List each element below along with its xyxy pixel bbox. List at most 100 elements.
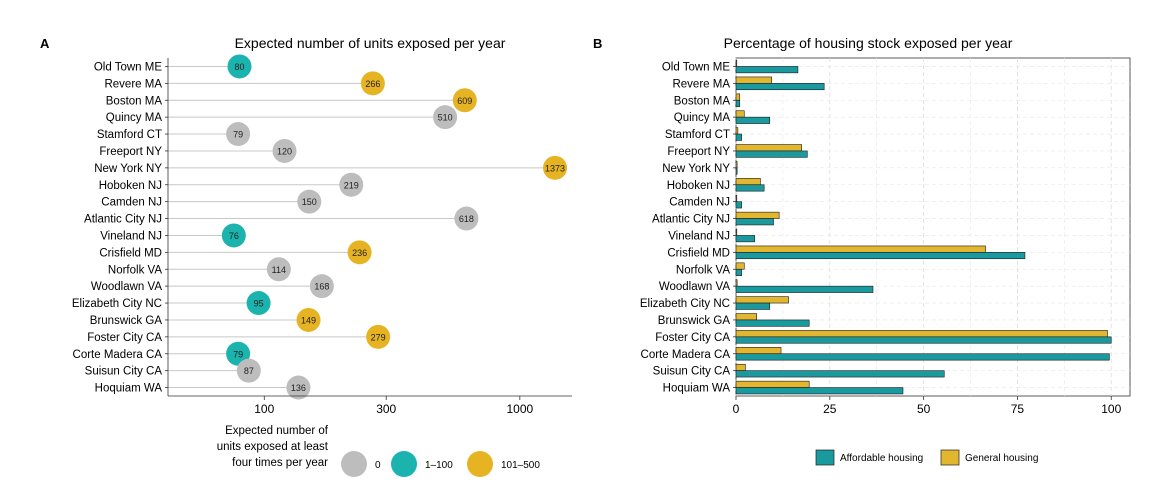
b-bar-affordable-housing-foster-city-ca xyxy=(735,336,1112,344)
b-bar-affordable-housing-stamford-ct xyxy=(735,133,742,141)
b-bar-general-housing-boston-ma xyxy=(735,93,741,101)
b-category-label-quincy-ma: Quincy MA xyxy=(674,112,731,124)
b-bar-affordable-housing-quincy-ma xyxy=(735,116,771,124)
legend-b-label-1: General housing xyxy=(965,453,1038,464)
a-x-tick-label-300: 300 xyxy=(376,402,396,416)
a-point-new-york-ny xyxy=(543,155,568,180)
b-category-label-vineland-nj: Vineland NJ xyxy=(668,230,730,242)
a-point-label-woodlawn-va: 168 xyxy=(314,282,329,292)
b-x-tick-label-100: 100 xyxy=(1101,402,1121,416)
b-category-label-crisfield-md: Crisfield MD xyxy=(667,247,730,259)
b-bar-general-housing-freeport-ny xyxy=(735,144,802,152)
a-category-label-woodlawn-va: Woodlawn VA xyxy=(91,281,162,293)
a-category-label-norfolk-va: Norfolk VA xyxy=(108,264,162,276)
a-point-camden-nj xyxy=(297,189,322,214)
b-bar-general-housing-vineland-nj xyxy=(735,228,738,236)
a-category-label-stamford-ct: Stamford CT xyxy=(97,129,162,141)
legend-a-label-1: 1–100 xyxy=(425,460,453,471)
a-point-label-revere-ma: 266 xyxy=(365,79,380,89)
a-point-label-norfolk-va: 114 xyxy=(272,265,286,275)
b-bar-affordable-housing-freeport-ny xyxy=(735,150,808,158)
a-point-foster-city-ca xyxy=(366,324,391,349)
a-category-label-quincy-ma: Quincy MA xyxy=(106,112,163,124)
b-category-label-new-york-ny: New York NY xyxy=(662,163,730,175)
a-point-hoboken-nj xyxy=(339,172,364,197)
panel-b-x-ticks: 0 25 50 75 100 xyxy=(733,396,1122,416)
a-point-suisun-city-ca xyxy=(236,358,261,383)
a-point-old-town-me xyxy=(227,54,252,79)
a-category-label-foster-city-ca: Foster City CA xyxy=(87,332,162,344)
a-category-label-atlantic-city-nj: Atlantic City NJ xyxy=(84,214,162,226)
b-bar-affordable-housing-boston-ma xyxy=(735,99,741,107)
a-point-hoquiam-wa xyxy=(286,375,311,400)
a-point-label-camden-nj: 150 xyxy=(302,197,317,207)
b-category-label-hoboken-nj: Hoboken NJ xyxy=(667,180,730,192)
a-point-label-elizabeth-city-nc: 95 xyxy=(254,299,264,309)
b-category-label-woodlawn-va: Woodlawn VA xyxy=(659,281,730,293)
b-bar-affordable-housing-vineland-nj xyxy=(735,235,756,243)
a-point-woodlawn-va xyxy=(309,274,334,299)
legend-b-swatch-0 xyxy=(815,449,835,466)
b-bar-affordable-housing-norfolk-va xyxy=(735,268,742,276)
a-point-label-foster-city-ca: 279 xyxy=(371,332,386,342)
b-bar-general-housing-foster-city-ca xyxy=(735,330,1108,338)
b-bar-general-housing-old-town-me xyxy=(735,59,738,67)
panel-a-points: 80 266 609 510 79 120 1373 219 150 618 76 236 114 168… xyxy=(221,54,568,400)
b-bar-affordable-housing-hoquiam-wa xyxy=(735,387,904,395)
a-x-tick-label-100: 100 xyxy=(254,402,274,416)
a-point-elizabeth-city-nc xyxy=(246,291,271,316)
b-bar-general-housing-stamford-ct xyxy=(735,127,739,135)
a-point-revere-ma xyxy=(360,71,385,96)
b-bar-general-housing-norfolk-va xyxy=(735,262,745,270)
b-bar-affordable-housing-crisfield-md xyxy=(735,252,1026,260)
a-point-label-crisfield-md: 236 xyxy=(352,248,367,258)
b-category-label-revere-ma: Revere MA xyxy=(672,78,730,90)
panel-b-plot-area xyxy=(735,57,1131,397)
a-point-label-new-york-ny: 1373 xyxy=(545,163,565,173)
b-bar-general-housing-suisun-city-ca xyxy=(735,363,746,371)
legend-b-label-0: Affordable housing xyxy=(840,453,923,464)
b-category-label-brunswick-ga: Brunswick GA xyxy=(658,315,731,327)
legend-a-swatch-1 xyxy=(391,451,417,477)
b-bar-affordable-housing-new-york-ny xyxy=(735,167,738,175)
a-point-label-atlantic-city-nj: 618 xyxy=(459,214,474,224)
panel-b-label: B xyxy=(593,36,602,51)
b-category-label-norfolk-va: Norfolk VA xyxy=(676,264,730,276)
b-bar-general-housing-crisfield-md xyxy=(735,245,986,253)
a-point-label-hoquiam-wa: 136 xyxy=(291,383,306,393)
a-point-label-quincy-ma: 510 xyxy=(438,113,453,123)
b-bar-affordable-housing-brunswick-ga xyxy=(735,319,810,327)
b-bar-general-housing-hoboken-nj xyxy=(735,178,761,186)
a-point-atlantic-city-nj xyxy=(454,206,479,231)
a-category-label-revere-ma: Revere MA xyxy=(104,78,162,90)
b-category-label-corte-madera-ca: Corte Madera CA xyxy=(641,349,731,361)
panel-a-label: A xyxy=(40,36,50,51)
panel-a-legend: Expected number of units exposed at leas… xyxy=(217,425,540,477)
b-category-label-freeport-ny: Freeport NY xyxy=(667,146,730,158)
panel-a: A Expected number of units exposed per y… xyxy=(40,35,572,477)
a-category-label-new-york-ny: New York NY xyxy=(94,163,162,175)
b-category-label-old-town-me: Old Town ME xyxy=(662,61,731,73)
a-category-label-old-town-me: Old Town ME xyxy=(94,61,163,73)
panel-a-category-labels: Old Town ME Revere MA Boston MA Quincy MA St… xyxy=(72,61,168,395)
b-bar-affordable-housing-corte-madera-ca xyxy=(735,353,1110,361)
panel-b-title: Percentage of housing stock exposed per … xyxy=(724,35,1013,51)
a-point-norfolk-va xyxy=(266,257,291,282)
a-point-label-vineland-nj: 76 xyxy=(229,231,239,241)
b-x-tick-label-50: 50 xyxy=(917,402,931,416)
a-point-label-stamford-ct: 79 xyxy=(233,130,243,140)
a-category-label-elizabeth-city-nc: Elizabeth City NC xyxy=(72,298,162,310)
a-point-brunswick-ga xyxy=(296,307,321,332)
a-point-vineland-nj xyxy=(221,223,246,248)
a-point-label-hoboken-nj: 219 xyxy=(344,180,359,190)
b-bar-general-housing-brunswick-ga xyxy=(735,313,757,321)
b-bar-general-housing-corte-madera-ca xyxy=(735,347,782,355)
legend-a-title-line-1: Expected number of xyxy=(225,425,329,437)
a-category-label-suisun-city-ca: Suisun City CA xyxy=(85,366,163,378)
b-bar-affordable-housing-old-town-me xyxy=(735,66,799,74)
a-category-label-brunswick-ga: Brunswick GA xyxy=(90,315,163,327)
b-category-label-elizabeth-city-nc: Elizabeth City NC xyxy=(640,298,730,310)
b-x-tick-label-0: 0 xyxy=(733,402,740,416)
panel-b: B Percentage of housing stock exposed pe… xyxy=(593,35,1131,466)
